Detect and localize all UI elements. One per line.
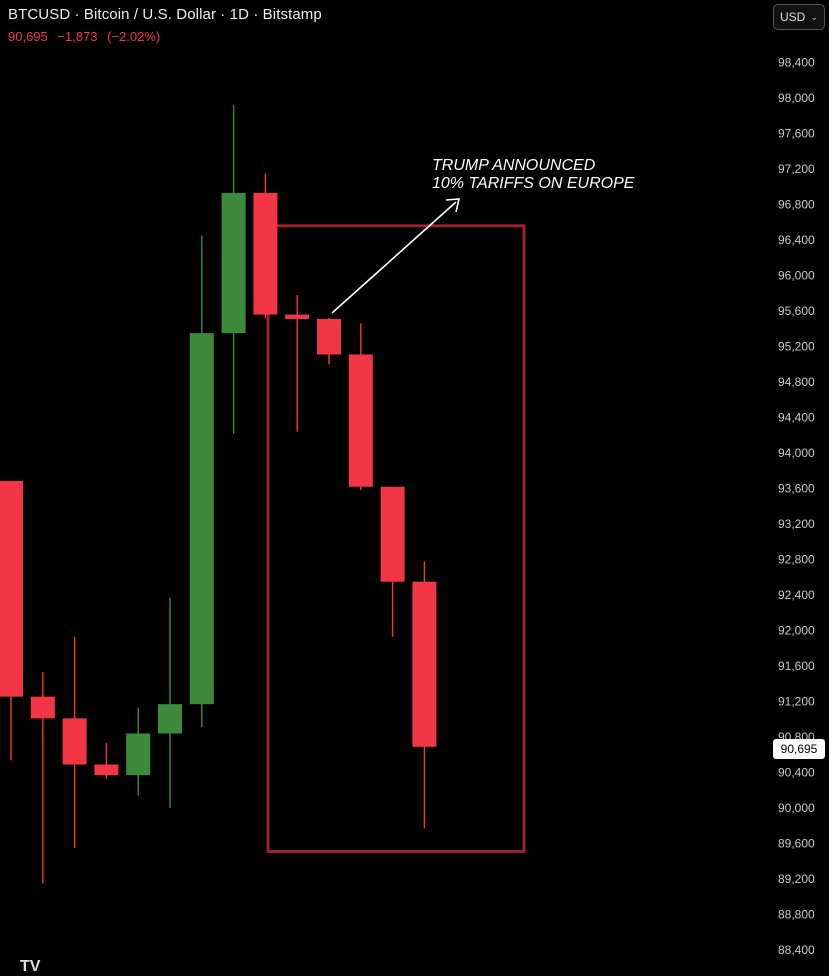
candle-body [0,480,23,697]
candle-body [285,314,310,319]
candle[interactable] [0,480,23,761]
y-tick-label: 96,000 [778,269,815,283]
candle[interactable] [412,561,437,829]
y-tick-label: 90,000 [778,801,815,815]
y-tick-label: 88,400 [778,943,815,957]
candle-body [412,581,437,747]
annotation-line-2: 10% TARIFFS ON EUROPE [432,175,635,192]
y-tick-label: 95,200 [778,340,815,354]
candle-body [317,318,341,355]
y-tick-label: 95,600 [778,304,815,318]
candle[interactable] [221,105,246,434]
quote-line: 90,695 −1,873 (−2.02%) [8,29,322,44]
candle[interactable] [285,295,310,432]
last-price-tag: 90,695 [773,739,825,759]
y-tick-label: 94,000 [778,446,815,460]
y-tick-label: 91,200 [778,695,815,709]
candle[interactable] [317,318,341,365]
y-tick-label: 96,400 [778,233,815,247]
logo-text: TV [20,958,41,975]
candle[interactable] [62,636,87,848]
candle-body [158,704,182,734]
candle-body [189,333,214,705]
candle[interactable] [30,672,55,884]
y-tick-label: 88,800 [778,908,815,922]
y-tick-label: 92,800 [778,553,815,567]
price-axis: 98,400 98,000 97,600 97,200 96,800 96,400 96,0… [778,56,815,958]
annotation-arrow-head [445,198,461,213]
candle-body [62,718,87,765]
y-tick-label: 92,000 [778,624,815,638]
candle-body [348,354,373,487]
candle-body [380,486,405,582]
highlight-layer [266,224,526,853]
y-tick-label: 94,400 [778,411,815,425]
y-tick-label: 93,600 [778,482,815,496]
y-tick-label: 96,800 [778,198,815,212]
y-tick-label: 98,400 [778,56,815,70]
chevron-down-icon: ⌄ [810,11,818,22]
last-price: 90,695 [8,29,48,44]
y-tick-label: 91,600 [778,659,815,673]
candle[interactable] [126,707,151,796]
candle[interactable] [189,235,214,728]
price-change: −1,873 [57,29,98,44]
y-tick-label: 90,400 [778,766,815,780]
y-tick-label: 97,600 [778,127,815,141]
chart-header: BTCUSD · Bitcoin / U.S. Dollar · 1D · Bi… [8,6,322,44]
candle-body [126,733,151,776]
tradingview-logo: TV [20,958,40,976]
y-tick-label: 93,200 [778,517,815,531]
highlight-box [266,224,526,853]
price-change-pct: (−2.02%) [107,29,161,44]
annotation-arrow-line [331,201,457,314]
candle-body [94,764,119,776]
currency-label: USD [780,10,806,24]
candle[interactable] [94,743,119,779]
y-tick-label: 97,200 [778,162,815,176]
candle[interactable] [253,173,278,319]
candle-body [30,696,55,719]
candle[interactable] [348,323,373,491]
candle[interactable] [380,486,405,637]
candles [0,105,437,884]
candle-body [253,192,278,315]
annotation-line-1: TRUMP ANNOUNCED [432,157,596,174]
y-tick-label: 89,600 [778,837,815,851]
y-tick-label: 94,800 [778,375,815,389]
candle[interactable] [158,597,182,808]
y-tick-label: 89,200 [778,872,815,886]
y-tick-label: 92,400 [778,588,815,602]
symbol-title: BTCUSD · Bitcoin / U.S. Dollar · 1D · Bi… [8,6,322,23]
candle-body [221,192,246,334]
currency-selector[interactable]: USD ⌄ [773,4,825,30]
y-tick-label: 98,000 [778,91,815,105]
